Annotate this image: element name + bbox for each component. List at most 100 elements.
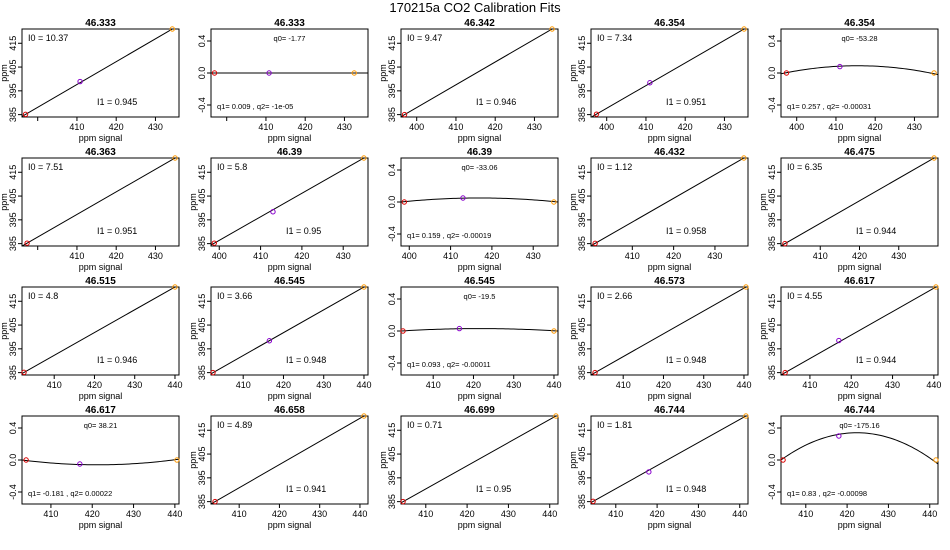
y-tick-label: 415 <box>387 423 397 438</box>
calibration-panel: 46.617 410 420 430 440 385 395 405 415 ppm signal… <box>758 276 941 401</box>
y-tick-label: 385 <box>767 365 777 380</box>
x-tick-label: 430 <box>148 251 163 261</box>
data-point <box>401 199 408 205</box>
q1-q2-annotation: q1= 0.093 , q2= -0.00011 <box>407 360 491 369</box>
y-tick-label: 385 <box>8 107 18 122</box>
slope-annotation: I1 = 0.948 <box>286 355 326 365</box>
plot-frame <box>210 415 369 505</box>
x-tick-label: 410 <box>802 380 817 390</box>
calibration-panel: 46.354 400 410 420 430 385 395 405 415 ppm signal… <box>568 18 749 143</box>
calibration-panel: 46.39 400 410 420 430 -0.4 0.0 0.4 ppm signal q0=… <box>387 147 559 272</box>
y-tick-label: 405 <box>197 189 207 204</box>
y-axis-label: ppm <box>568 193 578 211</box>
x-tick-label: 420 <box>294 251 309 261</box>
y-tick-label: -0.4 <box>197 97 207 113</box>
y-axis-label: ppm <box>758 193 768 211</box>
x-tick-label: 440 <box>167 509 182 519</box>
y-tick-label: 405 <box>577 189 587 204</box>
x-tick-label: 430 <box>691 509 706 519</box>
y-tick-label: 0.0 <box>387 196 397 209</box>
y-tick-label: 385 <box>197 365 207 380</box>
x-tick-label: 430 <box>717 122 732 132</box>
x-tick-label: 420 <box>840 509 855 519</box>
intercept-annotation: I0 = 10.37 <box>28 33 68 43</box>
x-axis-label: ppm signal <box>79 133 123 143</box>
calibration-panel: 46.333 410 420 430 -0.4 0.0 0.4 ppm signal q0= -… <box>197 18 369 143</box>
x-tick-label: 410 <box>418 509 433 519</box>
x-tick-label: 410 <box>258 122 273 132</box>
x-tick-label: 420 <box>844 380 859 390</box>
q1-q2-annotation: q1= 0.83 , q2= -0.00098 <box>787 489 867 498</box>
fit-line <box>781 287 937 375</box>
y-tick-label: 395 <box>577 83 587 98</box>
q1-q2-annotation: q1= 0.257 , q2= -0.00031 <box>787 102 871 111</box>
y-axis-label: ppm <box>568 64 578 82</box>
fit-line <box>22 158 177 246</box>
x-tick-label: 430 <box>881 509 896 519</box>
y-tick-label: 385 <box>577 236 587 251</box>
intercept-annotation: I0 = 4.8 <box>28 291 58 301</box>
data-point <box>551 328 557 334</box>
calibration-panel: 46.333 410 420 430 385 395 405 415 ppm signal ppm… <box>0 18 180 143</box>
data-point <box>837 63 843 70</box>
panel-title: 46.39 <box>277 147 302 158</box>
data-point <box>782 240 788 247</box>
x-tick-label: 440 <box>922 509 937 519</box>
y-tick-label: 395 <box>197 341 207 356</box>
panel-grid: 46.333 410 420 430 385 395 405 415 ppm signal ppm… <box>0 18 941 530</box>
x-tick-label: 410 <box>828 122 843 132</box>
y-tick-label: 415 <box>197 423 207 438</box>
fit-line <box>22 287 176 374</box>
y-axis-label: ppm <box>188 322 198 340</box>
x-tick-label: 410 <box>43 509 58 519</box>
data-point <box>741 26 747 32</box>
plot-frame <box>21 157 180 247</box>
calibration-panel: 46.545 410 420 430 440 -0.4 0.0 0.4 ppm signal q0… <box>387 276 561 401</box>
x-tick-label: 410 <box>443 251 458 261</box>
panel-title: 46.354 <box>654 18 685 29</box>
y-axis-label: ppm <box>0 322 9 340</box>
x-axis-label: ppm signal <box>648 520 692 530</box>
panel-title: 46.432 <box>654 147 685 158</box>
q1-q2-annotation: q1= 0.009 , q2= -1e-05 <box>217 102 293 111</box>
x-tick-label: 420 <box>666 251 681 261</box>
slope-annotation: I1 = 0.941 <box>286 484 326 494</box>
y-tick-label: 385 <box>387 107 397 122</box>
slope-annotation: I1 = 0.944 <box>856 226 896 236</box>
calibration-panel: 46.39 400 410 420 430 385 395 405 415 ppm signal p… <box>188 147 369 272</box>
x-tick-label: 410 <box>236 380 251 390</box>
intercept-annotation: I0 = 0.71 <box>407 420 442 430</box>
calibration-panel: 46.354 400 410 420 430 -0.4 0.0 0.4 ppm signal q0… <box>767 18 939 143</box>
y-tick-label: 0.4 <box>8 422 18 435</box>
intercept-annotation: I0 = 1.12 <box>597 162 632 172</box>
y-tick-label: 405 <box>197 318 207 333</box>
data-point <box>361 413 367 419</box>
x-tick-label: 420 <box>109 251 124 261</box>
panel-title: 46.354 <box>844 18 875 29</box>
panel-title: 46.617 <box>85 405 116 416</box>
y-tick-label: 415 <box>8 294 18 309</box>
data-point <box>592 240 598 247</box>
data-point <box>743 284 749 290</box>
panel-title: 46.617 <box>844 276 875 287</box>
plot-frame <box>780 286 939 376</box>
x-tick-label: 430 <box>707 251 722 261</box>
y-tick-label: 415 <box>577 423 587 438</box>
x-tick-label: 430 <box>506 380 521 390</box>
data-point <box>174 457 180 463</box>
x-axis-label: ppm signal <box>79 391 123 401</box>
slope-annotation: I1 = 0.945 <box>97 97 137 107</box>
y-tick-label: 385 <box>577 494 587 509</box>
data-point <box>836 433 842 439</box>
y-axis-label: ppm <box>378 64 388 82</box>
data-point <box>266 70 272 76</box>
y-tick-label: 405 <box>577 447 587 462</box>
data-point <box>593 111 600 117</box>
x-tick-label: 440 <box>542 509 557 519</box>
y-tick-label: 395 <box>8 83 18 98</box>
panel-title: 46.515 <box>85 276 116 287</box>
x-tick-label: 430 <box>501 509 516 519</box>
data-point <box>741 155 747 161</box>
y-tick-label: 405 <box>8 318 18 333</box>
y-tick-label: 415 <box>197 294 207 309</box>
